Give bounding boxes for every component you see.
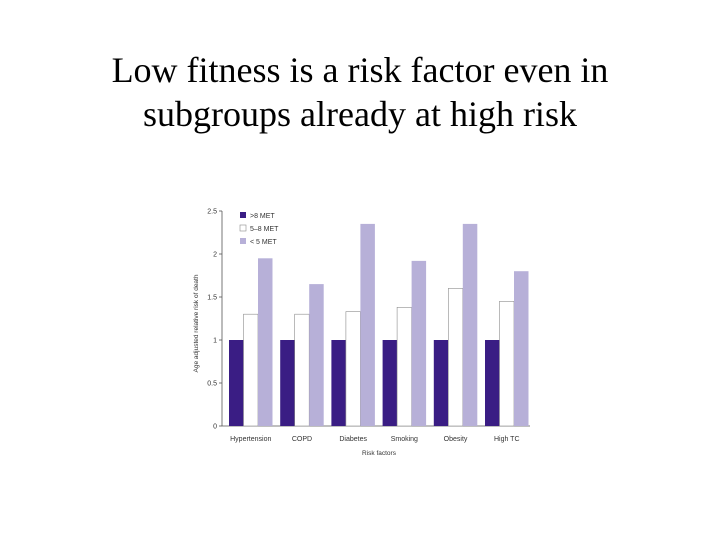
y-tick-label: 0.5: [207, 381, 217, 388]
bar-3-hypertension: [258, 258, 273, 426]
legend-swatch-3: [240, 238, 246, 244]
slide-title-line-1: Low fitness is a risk factor even in: [111, 50, 609, 90]
bar-2-hypertension: [243, 313, 259, 427]
bar-3-high-tc: [514, 271, 529, 426]
bar-1-obesity: [433, 340, 449, 426]
x-tick-label: Hypertension: [230, 436, 271, 443]
y-tick-label: 0: [213, 424, 217, 431]
bar-1-diabetes: [331, 340, 346, 426]
legend-label-1: >8 MET: [250, 213, 275, 220]
x-tick-label: Obesity: [444, 436, 468, 443]
legend-swatch-2: [239, 224, 247, 232]
bar-2-high-tc: [499, 300, 515, 427]
bar-3-diabetes: [360, 223, 375, 426]
bar-1-copd: [280, 340, 295, 426]
chart-legend: >8 MET 5–8 MET < 5 MET: [239, 212, 279, 246]
bar-1-high-tc: [485, 340, 500, 426]
x-tick-label: Smoking: [391, 436, 418, 443]
legend-swatch-1: [240, 212, 246, 218]
bar-1-hypertension: [229, 340, 244, 426]
y-tick-label: 2.5: [207, 209, 217, 216]
x-axis-label: Risk factors: [362, 450, 397, 457]
bar-3-copd: [309, 284, 324, 426]
legend-label-3: < 5 MET: [250, 239, 277, 246]
y-tick-label: 1: [213, 338, 217, 345]
x-tick-label: COPD: [292, 436, 312, 443]
chart-ticks: 0 0.5 1 1.5 2 2.5 Hypertension COPD Diabetes Smok…: [207, 209, 519, 444]
x-tick-label: Diabetes: [339, 436, 367, 443]
bar-2-smoking: [396, 307, 412, 427]
y-axis-label: Age adjusted relative risk of death: [193, 274, 200, 372]
x-tick-label: High TC: [494, 436, 520, 443]
bar-1-smoking: [382, 340, 398, 426]
bar-3-smoking: [411, 260, 427, 426]
slide-title-line-2: subgroups already at high risk: [143, 94, 577, 134]
y-tick-label: 1.5: [207, 295, 217, 302]
chart-axes: [221, 211, 530, 427]
legend-label-2: 5–8 MET: [250, 226, 279, 233]
y-tick-label: 2: [213, 252, 217, 259]
bar-2-copd: [294, 313, 310, 427]
slide-title: Low fitness is a risk factor even in sub…: [0, 48, 720, 136]
bar-2-diabetes: [345, 311, 361, 427]
bar-2-obesity: [447, 288, 464, 427]
chart-bars: [229, 223, 529, 427]
bar-3-obesity: [462, 223, 478, 426]
